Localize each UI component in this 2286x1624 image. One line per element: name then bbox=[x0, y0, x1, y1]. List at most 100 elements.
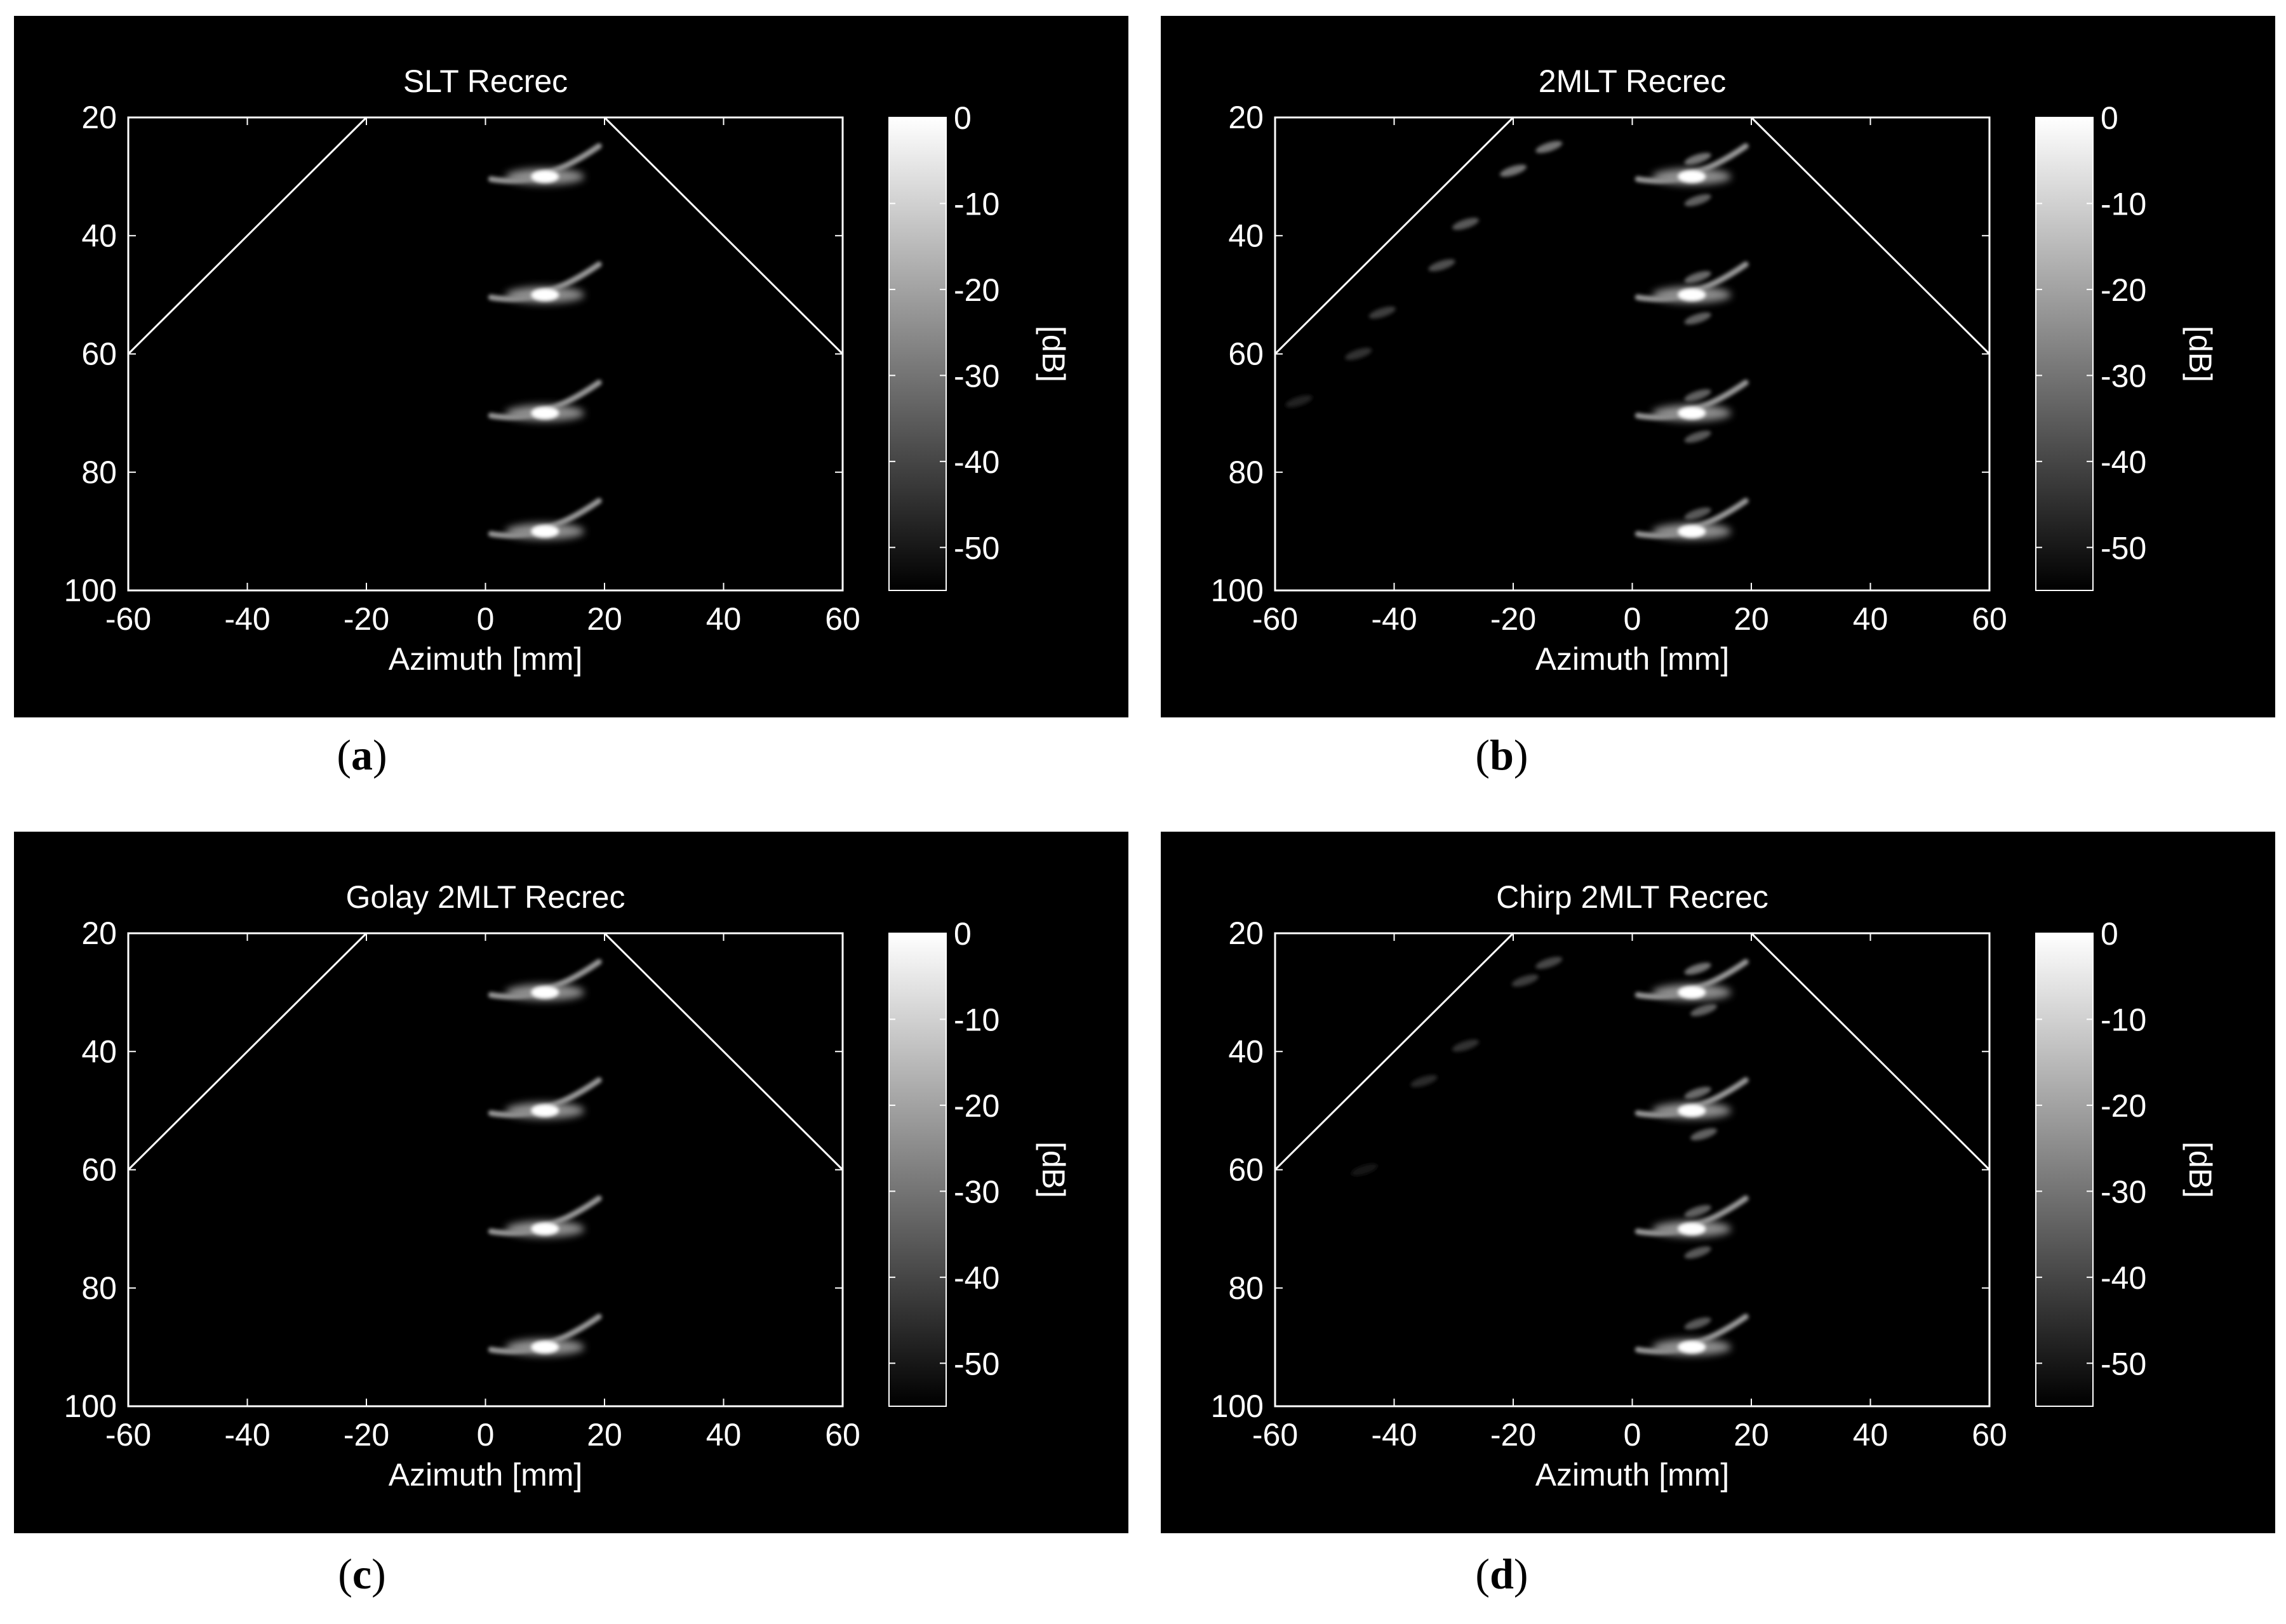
artifact-echo bbox=[1351, 1163, 1378, 1176]
artifact-echo bbox=[1684, 152, 1711, 165]
point-target bbox=[1634, 380, 1749, 422]
artifact-echo bbox=[1511, 974, 1539, 987]
artifact-echo bbox=[1368, 306, 1396, 319]
x-tick-label: 40 bbox=[1853, 1417, 1888, 1453]
colorbar-tick-label: -10 bbox=[954, 1002, 999, 1037]
y-tick-label: 100 bbox=[64, 1388, 117, 1424]
point-target bbox=[1634, 1077, 1749, 1119]
artifact-echo bbox=[1684, 1246, 1711, 1259]
colorbar-tick-label: -20 bbox=[2101, 1088, 2146, 1124]
colorbar-tick-label: -30 bbox=[2101, 358, 2146, 394]
point-target bbox=[488, 143, 602, 185]
colorbar-tick-label: -10 bbox=[954, 186, 999, 222]
x-tick-label: -20 bbox=[344, 601, 389, 637]
point-target bbox=[488, 498, 602, 540]
panel-b: 2MLT Recrec -60 -40 -20 0 20 40 60 20 40 60 80 100 Az… bbox=[1161, 16, 2275, 717]
x-tick-label: 20 bbox=[587, 1417, 622, 1453]
x-axis-label: Azimuth [mm] bbox=[389, 641, 583, 677]
y-tick-label: 60 bbox=[1228, 1152, 1264, 1188]
colorbar-tick-label: -50 bbox=[2101, 530, 2146, 566]
chart-title: SLT Recrec bbox=[403, 63, 568, 99]
subfigure-letter: c bbox=[352, 1550, 372, 1598]
sector-line-left bbox=[128, 933, 368, 1171]
colorbar-tick-label: -30 bbox=[2101, 1174, 2146, 1209]
colorbar-tick-label: -50 bbox=[954, 530, 999, 566]
colorbar-tick-label: -40 bbox=[954, 444, 999, 480]
y-tick-label: 100 bbox=[1211, 1388, 1264, 1424]
artifact-echo bbox=[1535, 141, 1563, 154]
y-tick-label: 20 bbox=[1228, 915, 1264, 951]
artifact-echo bbox=[1684, 430, 1711, 443]
colorbar-tick-label: -40 bbox=[2101, 1260, 2146, 1296]
x-tick-label: -60 bbox=[105, 601, 151, 637]
colorbar-tick-label: 0 bbox=[2101, 100, 2118, 136]
subfigure-letter: a bbox=[351, 731, 373, 779]
colorbar-tick-label: -10 bbox=[2101, 186, 2146, 222]
x-tick-label: 60 bbox=[1972, 1417, 2007, 1453]
colorbar-label: [dB] bbox=[1036, 326, 1071, 382]
x-tick-label: -40 bbox=[1371, 1417, 1417, 1453]
y-tick-label: 80 bbox=[1228, 455, 1264, 490]
point-target bbox=[1634, 261, 1749, 303]
x-tick-label: 0 bbox=[1624, 601, 1641, 637]
y-tick-label: 20 bbox=[1228, 100, 1264, 135]
subfigure-label-c: (c) bbox=[338, 1550, 386, 1598]
x-tick-label: 0 bbox=[1624, 1417, 1641, 1453]
y-tick-label: 80 bbox=[81, 1270, 117, 1306]
chart-svg-a: SLT Recrec -60 -40 -20 0 20 40 60 20 40 60 80 100 Azi… bbox=[14, 16, 1128, 717]
artifact-echo bbox=[1428, 259, 1455, 272]
x-tick-label: 60 bbox=[825, 1417, 860, 1453]
artifact-echo bbox=[1684, 1086, 1711, 1099]
x-axis-label: Azimuth [mm] bbox=[1535, 1457, 1730, 1493]
colorbar-tick-label: -50 bbox=[2101, 1346, 2146, 1381]
y-tick-label: 40 bbox=[1228, 1034, 1264, 1069]
x-tick-label: -60 bbox=[1252, 601, 1298, 637]
y-tick-label: 80 bbox=[1228, 1270, 1264, 1306]
point-target bbox=[488, 1077, 602, 1119]
colorbar-tick-label: -40 bbox=[954, 1260, 999, 1296]
y-tick-label: 60 bbox=[1228, 336, 1264, 372]
colorbar-tick-label: -40 bbox=[2101, 444, 2146, 480]
artifact-echo bbox=[1452, 218, 1480, 230]
chart-svg-c: Golay 2MLT Recrec -60 -40 -20 0 20 40 60 20 40 60 8… bbox=[14, 832, 1128, 1533]
x-tick-label: -40 bbox=[224, 1417, 270, 1453]
sector-line-left bbox=[1275, 117, 1514, 355]
subfigure-label-d: (d) bbox=[1475, 1550, 1528, 1598]
x-tick-label: 20 bbox=[1734, 1417, 1769, 1453]
chart-svg-d: Chirp 2MLT Recrec -60 -40 -20 0 20 40 60 20 40 60 8… bbox=[1161, 832, 2275, 1533]
colorbar-tick-label: -30 bbox=[954, 358, 999, 394]
artifact-echo bbox=[1684, 1205, 1711, 1218]
point-target bbox=[488, 959, 602, 1001]
colorbar-tick-label: -50 bbox=[954, 1346, 999, 1381]
artifact-echo bbox=[1690, 1004, 1718, 1016]
y-tick-label: 60 bbox=[81, 1152, 117, 1188]
artifact-echo bbox=[1535, 957, 1563, 969]
colorbar-tick-label: -20 bbox=[954, 1088, 999, 1124]
sector-line-right bbox=[603, 933, 843, 1171]
x-tick-label: 40 bbox=[706, 1417, 742, 1453]
y-tick-label: 40 bbox=[81, 218, 117, 253]
subfigure-letter: b bbox=[1490, 731, 1514, 779]
x-tick-label: -40 bbox=[1371, 601, 1417, 637]
artifact-echo bbox=[1684, 389, 1711, 402]
point-target bbox=[1634, 1195, 1749, 1237]
x-axis-label: Azimuth [mm] bbox=[389, 1457, 583, 1493]
y-tick-label: 20 bbox=[81, 915, 117, 951]
artifact-echo bbox=[1684, 962, 1711, 975]
subfigure-label-b: (b) bbox=[1475, 731, 1528, 779]
x-tick-label: -40 bbox=[224, 601, 270, 637]
artifact-echo bbox=[1690, 1128, 1718, 1141]
y-tick-label: 40 bbox=[1228, 218, 1264, 253]
artifact-echo bbox=[1452, 1039, 1480, 1052]
colorbar-label: [dB] bbox=[2182, 1141, 2218, 1198]
point-target bbox=[488, 1314, 602, 1355]
panel-c: Golay 2MLT Recrec -60 -40 -20 0 20 40 60 20 40 60 8… bbox=[14, 832, 1128, 1533]
panel-d: Chirp 2MLT Recrec -60 -40 -20 0 20 40 60 20 40 60 8… bbox=[1161, 832, 2275, 1533]
artifact-echo bbox=[1499, 164, 1527, 177]
artifact-echo bbox=[1345, 347, 1372, 361]
colorbar bbox=[888, 117, 947, 591]
chart-title: Chirp 2MLT Recrec bbox=[1496, 879, 1768, 915]
colorbar-tick-label: 0 bbox=[954, 916, 972, 952]
artifact-echo bbox=[1684, 312, 1711, 325]
sector-line-right bbox=[603, 117, 843, 355]
